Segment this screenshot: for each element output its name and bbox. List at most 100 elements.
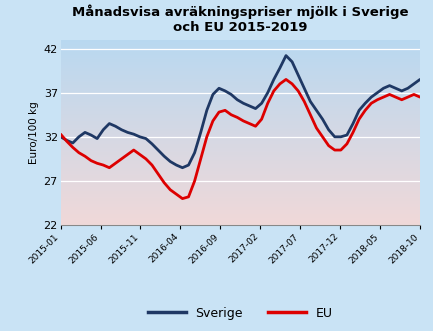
Bar [61, 153, 420, 154]
Bar [61, 134, 420, 135]
Bar [61, 67, 420, 68]
Bar [61, 217, 420, 218]
Bar [61, 64, 420, 65]
Bar [61, 77, 420, 78]
Bar [61, 122, 420, 123]
Bar [61, 132, 420, 133]
Bar [61, 93, 420, 94]
Bar [61, 206, 420, 207]
Bar [61, 58, 420, 59]
Bar [61, 172, 420, 173]
Bar [61, 126, 420, 127]
Bar [61, 73, 420, 74]
Bar [61, 214, 420, 215]
Bar [61, 155, 420, 156]
Bar [61, 87, 420, 88]
Bar [61, 139, 420, 140]
Bar [61, 211, 420, 212]
Bar [61, 181, 420, 182]
Bar [61, 191, 420, 192]
Bar [61, 109, 420, 110]
Bar [61, 213, 420, 214]
Legend: Sverige, EU: Sverige, EU [143, 302, 338, 325]
Bar [61, 128, 420, 129]
Bar [61, 50, 420, 51]
Bar [61, 219, 420, 220]
Bar [61, 57, 420, 58]
Bar [61, 101, 420, 102]
Bar [61, 66, 420, 67]
Bar [61, 117, 420, 118]
Bar [61, 216, 420, 217]
Bar [61, 91, 420, 92]
Bar [61, 177, 420, 178]
Bar [61, 70, 420, 71]
Bar [61, 160, 420, 161]
Bar [61, 51, 420, 52]
Bar [61, 46, 420, 47]
Bar [61, 164, 420, 165]
Bar [61, 220, 420, 221]
Bar [61, 130, 420, 131]
Bar [61, 221, 420, 222]
Bar [61, 156, 420, 157]
Bar [61, 131, 420, 132]
Bar [61, 143, 420, 144]
Bar [61, 65, 420, 66]
Bar [61, 199, 420, 200]
Bar [61, 114, 420, 115]
Bar [61, 84, 420, 85]
Bar [61, 86, 420, 87]
Bar [61, 124, 420, 125]
Bar [61, 60, 420, 61]
Bar [61, 171, 420, 172]
Bar [61, 170, 420, 171]
Bar [61, 167, 420, 168]
Bar [61, 53, 420, 54]
Bar [61, 145, 420, 146]
Bar [61, 88, 420, 89]
Bar [61, 90, 420, 91]
Bar [61, 44, 420, 45]
Bar [61, 204, 420, 205]
Bar [61, 95, 420, 96]
Bar [61, 196, 420, 197]
Title: Månadsvisa avräkningspriser mjölk i Sverige
och EU 2015-2019: Månadsvisa avräkningspriser mjölk i Sver… [72, 5, 409, 34]
Bar [61, 197, 420, 198]
Bar [61, 178, 420, 179]
Bar [61, 200, 420, 201]
Bar [61, 144, 420, 145]
Bar [61, 173, 420, 174]
Bar [61, 40, 420, 41]
Bar [61, 49, 420, 50]
Bar [61, 189, 420, 190]
Bar [61, 201, 420, 202]
Bar [61, 99, 420, 100]
Bar [61, 76, 420, 77]
Bar [61, 193, 420, 194]
Bar [61, 43, 420, 44]
Bar [61, 54, 420, 55]
Bar [61, 133, 420, 134]
Bar [61, 102, 420, 103]
Bar [61, 187, 420, 188]
Bar [61, 168, 420, 169]
Bar [61, 120, 420, 121]
Bar [61, 146, 420, 147]
Bar [61, 123, 420, 124]
Bar [61, 150, 420, 151]
Bar [61, 45, 420, 46]
Bar [61, 176, 420, 177]
Bar [61, 140, 420, 141]
Bar [61, 127, 420, 128]
Bar [61, 92, 420, 93]
Bar [61, 68, 420, 69]
Bar [61, 41, 420, 42]
Bar [61, 96, 420, 97]
Bar [61, 59, 420, 60]
Bar [61, 83, 420, 84]
Bar [61, 223, 420, 224]
Bar [61, 79, 420, 80]
Bar [61, 111, 420, 112]
Bar [61, 195, 420, 196]
